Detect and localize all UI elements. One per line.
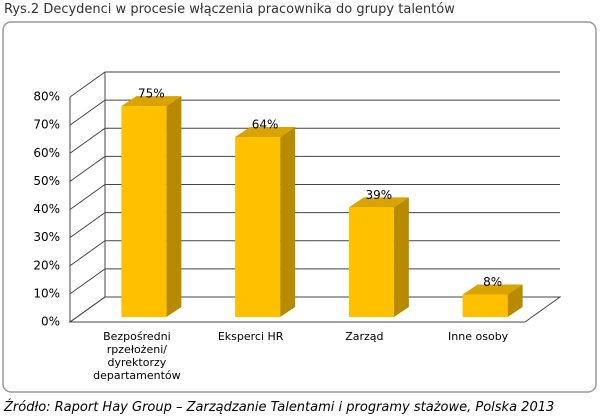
y-tick-label: 0% — [41, 315, 60, 329]
bar — [235, 137, 281, 317]
bar-top — [121, 96, 182, 107]
bar-side — [507, 284, 523, 317]
grid-line — [69, 155, 560, 182]
grid-line — [69, 71, 560, 98]
chart-frame — [2, 21, 597, 393]
x-tick-label: Inne osoby — [448, 330, 509, 343]
bar-side — [280, 127, 296, 317]
value-label: 8% — [483, 275, 502, 289]
bar — [121, 106, 167, 317]
bar-top — [235, 127, 296, 137]
y-tick-label: 60% — [33, 146, 60, 160]
bar-side — [393, 197, 409, 317]
value-label: 64% — [252, 118, 279, 132]
y-tick-label: 40% — [33, 202, 60, 216]
bar-side — [166, 96, 182, 317]
y-tick-label: 70% — [33, 118, 60, 132]
y-tick-label: 10% — [33, 286, 60, 300]
bar — [348, 207, 394, 317]
y-tick-label: 50% — [33, 174, 60, 188]
value-label: 75% — [138, 87, 165, 101]
y-tick-label: 20% — [33, 258, 60, 272]
y-tick-label: 80% — [33, 90, 60, 104]
grid-line — [69, 127, 560, 154]
bar — [462, 294, 508, 317]
chart-title: Rys.2 Decydenci w procesie włączenia pra… — [4, 2, 455, 17]
source-note: Źródło: Raport Hay Group – Zarządzanie T… — [4, 400, 555, 415]
value-label: 39% — [366, 188, 393, 202]
x-tick-label: Zarząd — [345, 330, 384, 343]
x-tick-label: Bezpośredni rpzełożeni/ dyrektorzy depar… — [93, 330, 181, 382]
x-tick-label: Eksperci HR — [217, 330, 284, 343]
grid-line — [69, 99, 560, 126]
bar-top — [348, 197, 409, 208]
y-tick-label: 30% — [33, 230, 60, 244]
grid-line — [69, 184, 560, 210]
bar-top — [462, 284, 523, 295]
